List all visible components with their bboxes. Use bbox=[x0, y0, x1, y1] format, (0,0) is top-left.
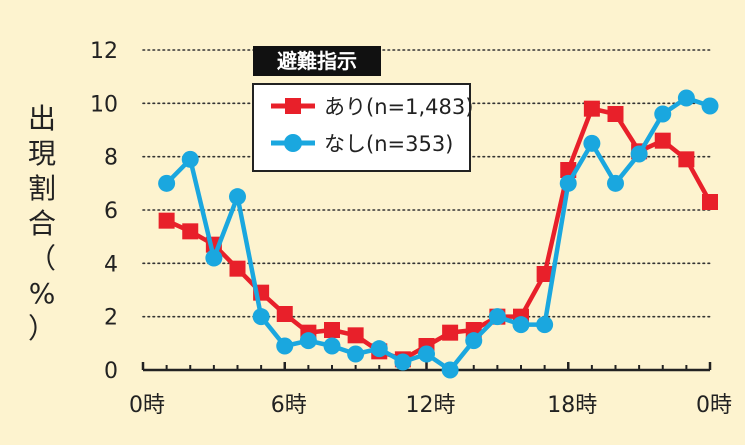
data-point-series-1 bbox=[583, 100, 600, 117]
data-point-series-1 bbox=[182, 223, 199, 240]
data-point-series-2 bbox=[583, 134, 601, 152]
x-tick-label: 0時 bbox=[696, 393, 732, 418]
y-axis-label-char: 割 bbox=[28, 172, 56, 205]
data-point-series-2 bbox=[607, 174, 624, 192]
data-point-series-2 bbox=[512, 316, 530, 334]
y-axis-label-char: 現 bbox=[28, 137, 56, 170]
y-tick-label: 12 bbox=[90, 39, 118, 64]
data-point-series-1 bbox=[607, 106, 624, 122]
data-point-series-1 bbox=[229, 260, 246, 277]
data-point-series-2 bbox=[299, 332, 317, 350]
y-tick-label: 6 bbox=[104, 199, 118, 224]
data-point-series-2 bbox=[701, 97, 719, 115]
legend-marker-series-2 bbox=[284, 134, 302, 152]
data-point-series-1 bbox=[678, 151, 695, 168]
data-point-series-1 bbox=[442, 324, 459, 341]
x-tick-label: 6時 bbox=[271, 393, 307, 418]
data-point-series-2 bbox=[677, 89, 695, 107]
y-tick-label: 0 bbox=[104, 359, 118, 384]
axes bbox=[141, 362, 712, 372]
x-tick-label: 18時 bbox=[547, 393, 597, 418]
series-layer bbox=[158, 89, 719, 379]
data-point-series-1 bbox=[324, 322, 340, 338]
y-axis-label-char: % bbox=[29, 277, 56, 310]
data-point-series-2 bbox=[441, 361, 459, 379]
data-point-series-2 bbox=[488, 308, 506, 326]
y-tick-label: 2 bbox=[104, 306, 118, 331]
y-axis-label-char: 合 bbox=[28, 207, 56, 240]
x-tick-label: 0時 bbox=[129, 393, 165, 418]
data-point-series-2 bbox=[229, 188, 246, 206]
data-point-series-2 bbox=[347, 345, 365, 363]
tick-labels: 0 2 4 6 8 10 12 0時 6時 12時 18時 0時 bbox=[90, 39, 732, 418]
legend-title: 避難指示 bbox=[277, 49, 357, 73]
data-point-series-2 bbox=[559, 174, 577, 192]
data-point-series-2 bbox=[536, 316, 554, 334]
y-tick-label: 8 bbox=[104, 146, 118, 171]
y-axis-label-char: 出 bbox=[28, 102, 56, 135]
legend-label-series-2: なし(n=353) bbox=[324, 132, 453, 156]
data-point-series-1 bbox=[158, 212, 175, 229]
data-point-series-2 bbox=[252, 308, 270, 326]
data-point-series-2 bbox=[418, 345, 435, 363]
data-point-series-2 bbox=[205, 249, 223, 267]
legend-label-series-1: あり(n=1,483) bbox=[324, 95, 473, 119]
data-point-series-2 bbox=[630, 145, 648, 163]
y-axis-label-char: ） bbox=[28, 312, 56, 345]
data-point-series-2 bbox=[276, 337, 294, 355]
data-point-series-2 bbox=[323, 337, 341, 355]
data-point-series-2 bbox=[394, 353, 412, 371]
data-point-series-1 bbox=[276, 306, 293, 322]
data-point-series-2 bbox=[158, 174, 176, 192]
legend: 避難指示 あり(n=1,483) なし(n=353) bbox=[252, 46, 473, 172]
y-axis-label-char: （ bbox=[28, 242, 56, 275]
data-point-series-1 bbox=[654, 132, 671, 149]
data-point-series-1 bbox=[347, 327, 364, 344]
data-point-series-1 bbox=[702, 194, 718, 210]
data-point-series-2 bbox=[181, 150, 199, 168]
y-tick-label: 4 bbox=[104, 252, 118, 277]
legend-marker-series-1 bbox=[285, 98, 301, 114]
data-point-series-1 bbox=[536, 266, 553, 282]
data-point-series-2 bbox=[370, 340, 388, 358]
data-point-series-2 bbox=[654, 105, 672, 123]
legend-title-bg bbox=[253, 46, 381, 76]
data-point-series-2 bbox=[465, 332, 483, 350]
y-tick-label: 10 bbox=[90, 92, 118, 117]
x-tick-label: 12時 bbox=[406, 393, 456, 418]
